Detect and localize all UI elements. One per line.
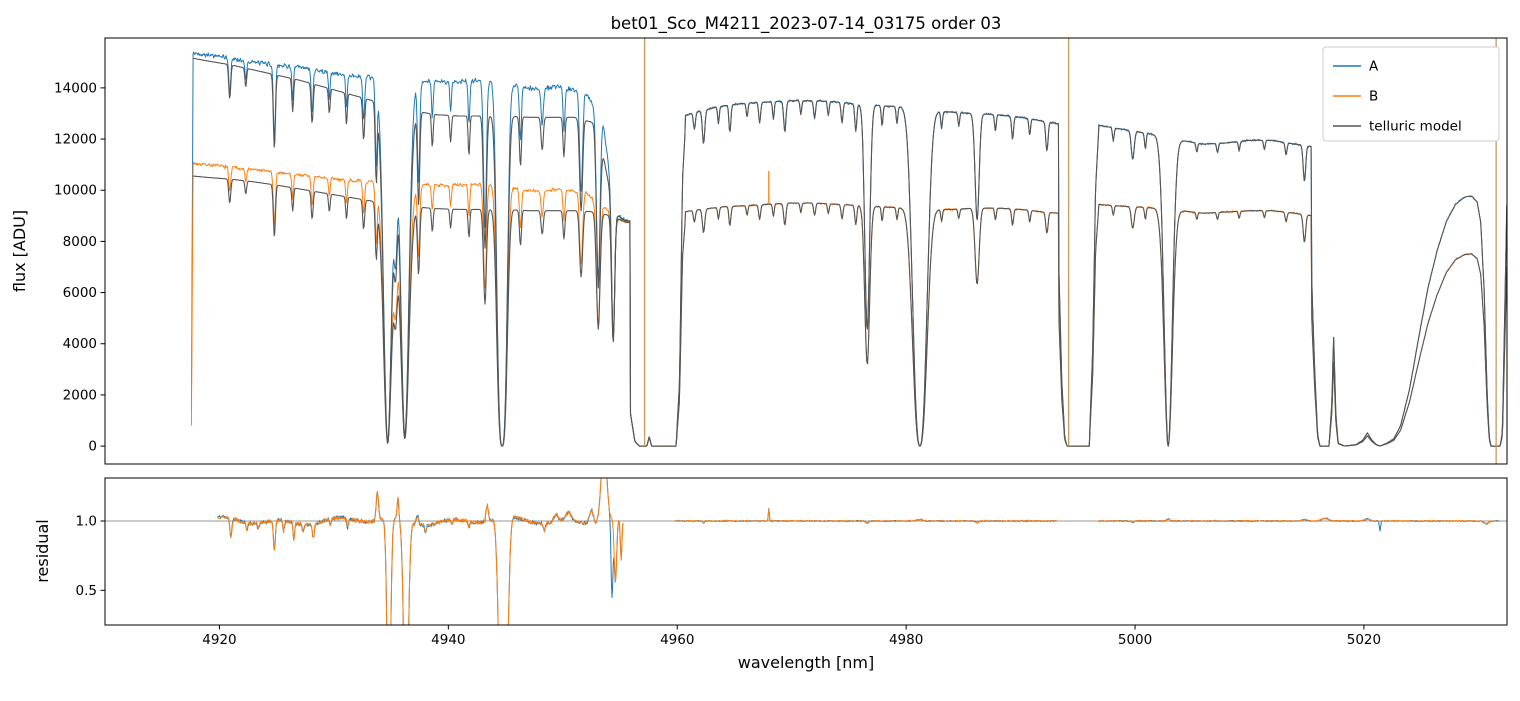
bottom-panel-frame <box>104 477 1508 626</box>
flux-y-tick-label: 6000 <box>63 285 97 301</box>
x-tick-label: 4960 <box>660 632 694 648</box>
flux-y-tick-label: 8000 <box>63 234 97 250</box>
x-tick-label: 4940 <box>431 632 465 648</box>
static-text: bet01_Sco_M4211_2023-07-14_03175 order 0… <box>10 14 1001 672</box>
x-tick-label: 4980 <box>889 632 923 648</box>
legend-label-telluric-model: telluric model <box>1369 119 1462 135</box>
top-panel-frame <box>104 37 1508 465</box>
flux-y-tick-label: 4000 <box>63 336 97 352</box>
flux-y-tick-label: 12000 <box>54 132 97 148</box>
legend-box <box>1322 46 1500 142</box>
x-tick-label: 5000 <box>1118 632 1152 648</box>
telluric-model-B-line <box>193 175 1507 447</box>
x-axis-label: wavelength [nm] <box>738 653 875 672</box>
residual-B-line <box>216 478 1500 625</box>
x-tick-label: 4920 <box>202 632 236 648</box>
flux-y-tick-label: 14000 <box>54 80 97 96</box>
residual-y-tick-label: 0.5 <box>76 583 97 599</box>
top-panel-bg <box>105 38 1507 464</box>
flux-y-tick-label: 10000 <box>54 183 97 199</box>
telluric-model-A-line <box>193 57 1507 447</box>
legend-label-A: A <box>1369 59 1379 75</box>
bottom-panel-bg <box>105 478 1507 625</box>
x-tick-label: 5020 <box>1347 632 1381 648</box>
flux-y-tick-label: 0 <box>88 439 97 455</box>
flux-axis-label: flux [ADU] <box>10 210 29 292</box>
chart-title: bet01_Sco_M4211_2023-07-14_03175 order 0… <box>611 14 1002 34</box>
flux-y-tick-label: 2000 <box>63 387 97 403</box>
legend-label-B: B <box>1369 89 1378 105</box>
residual-axis-label: residual <box>33 519 52 582</box>
plots-group: 4920 4940 4960 4980 5000 5020 0 2000 4000 6000 800… <box>54 37 1508 648</box>
residual-y-tick-label: 1.0 <box>76 513 97 529</box>
